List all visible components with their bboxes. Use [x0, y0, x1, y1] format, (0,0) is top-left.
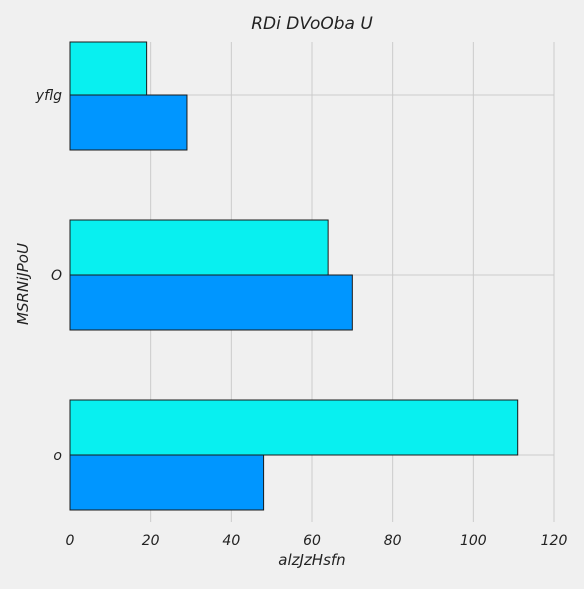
y-tick-label-2: yflg [35, 88, 62, 104]
x-tick-label-5: 100 [460, 533, 487, 549]
x-tick-label-4: 80 [384, 533, 402, 549]
x-tick-label-6: 120 [541, 533, 568, 549]
x-tick-label-1: 20 [142, 533, 160, 549]
y-axis-label: MSRNiJPoU [14, 243, 32, 325]
bars [69, 41, 519, 511]
x-tick-label-3: 60 [303, 533, 321, 549]
bar-series0-o [69, 454, 265, 511]
x-tick-label-2: 40 [222, 533, 240, 549]
chart-title: RDi DVoOba U [251, 14, 373, 34]
x-tick-label-0: 0 [66, 533, 75, 549]
y-tick-label-1: O [51, 268, 62, 284]
bar-series0-yflg [69, 94, 188, 151]
bar-series1-O [69, 219, 329, 276]
bar-series0-O [69, 274, 353, 331]
bar-series1-o [69, 399, 519, 456]
bar-series1-yflg [69, 41, 148, 96]
y-tick-label-0: o [53, 448, 62, 464]
x-axis-label: alzJzHsfn [278, 551, 345, 569]
